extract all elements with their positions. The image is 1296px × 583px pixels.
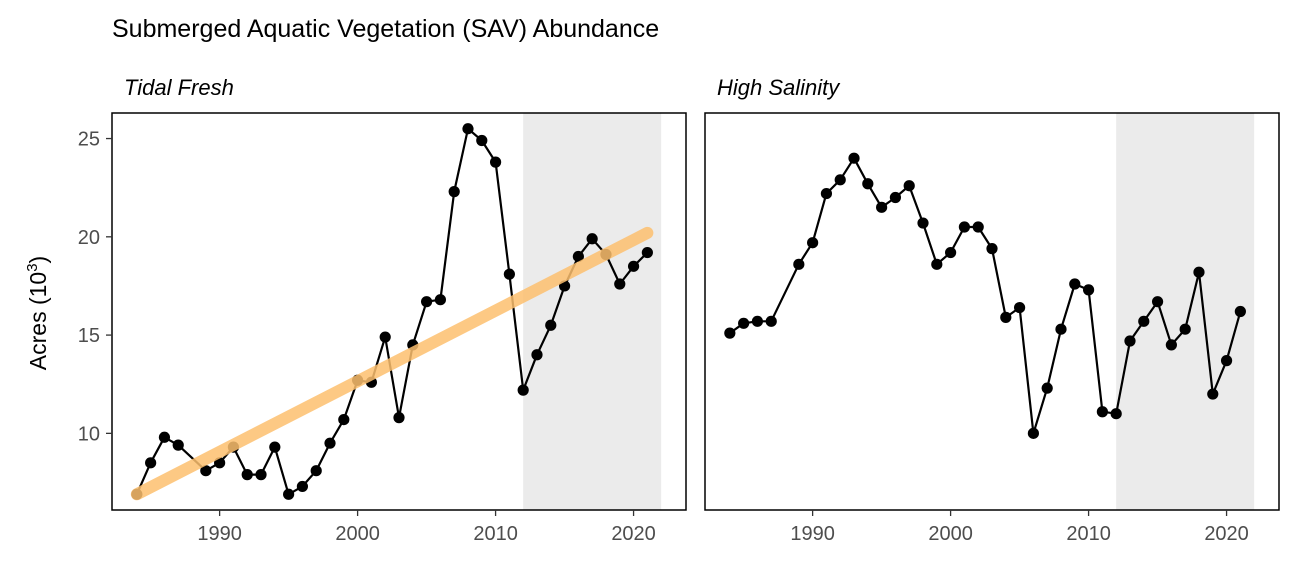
y-tick-label: 15	[78, 325, 100, 347]
data-point	[724, 327, 736, 339]
data-point	[1110, 408, 1122, 420]
data-point	[889, 191, 902, 204]
data-point	[1220, 355, 1233, 367]
data-point	[572, 250, 584, 263]
data-point	[283, 488, 295, 500]
y-tick-label: 25	[78, 129, 100, 151]
data-point	[476, 134, 488, 147]
data-point	[986, 243, 998, 255]
x-tick-label: 2020	[1204, 523, 1249, 545]
data-point	[917, 217, 929, 229]
data-point	[503, 268, 515, 280]
data-point	[531, 349, 543, 361]
data-point	[1193, 266, 1205, 278]
data-point	[945, 246, 957, 259]
data-point	[614, 278, 626, 290]
data-point	[1055, 323, 1067, 335]
panel-border	[704, 112, 1280, 511]
data-point	[820, 187, 833, 200]
data-point	[751, 315, 764, 327]
trend-line	[130, 226, 654, 501]
x-tick-label: 2000	[928, 523, 973, 545]
x-tick-label: 2010	[1066, 523, 1111, 545]
data-point	[420, 296, 433, 308]
data-point	[586, 233, 598, 245]
data-point	[489, 156, 502, 168]
data-point	[1124, 335, 1136, 347]
data-point	[1000, 311, 1012, 323]
shaded-period	[523, 113, 662, 510]
data-point	[876, 201, 888, 213]
panel-tidal-fresh: 1990 2000 2010 2020 10 15 20 25	[78, 112, 687, 545]
data-point	[310, 465, 322, 477]
panel-title-tidal-fresh: Tidal Fresh	[124, 75, 234, 100]
data-point	[1027, 427, 1039, 439]
data-point	[241, 469, 253, 481]
data-point	[379, 331, 391, 343]
data-point	[172, 439, 184, 451]
data-point	[200, 465, 212, 477]
data-point	[158, 431, 171, 443]
data-point	[641, 246, 653, 259]
data-point	[462, 123, 474, 135]
data-point	[1165, 339, 1177, 351]
data-point	[545, 319, 557, 331]
x-tick-label: 2020	[611, 523, 656, 545]
y-axis-label: Acres (103)	[24, 256, 51, 370]
x-tick-label: 1990	[790, 523, 835, 545]
data-point	[1179, 323, 1191, 335]
y-tick-label: 20	[78, 227, 100, 249]
x-tick-label: 2010	[473, 523, 518, 545]
data-point	[807, 237, 819, 249]
panel-border	[111, 112, 687, 511]
data-point	[627, 260, 640, 272]
data-point	[1069, 278, 1081, 290]
data-point	[1207, 388, 1219, 400]
data-point	[296, 480, 309, 493]
data-point	[517, 384, 529, 396]
data-point	[903, 180, 915, 192]
shaded-period	[1116, 113, 1255, 510]
data-point	[834, 174, 846, 186]
data-point	[145, 457, 157, 469]
x-tick-label: 1990	[197, 523, 242, 545]
data-point	[255, 469, 267, 481]
data-point	[434, 294, 446, 306]
panel-high-salinity: 1990 2000 2010 2020	[704, 112, 1280, 545]
data-point	[793, 258, 805, 270]
data-point	[338, 413, 350, 426]
data-point	[1013, 301, 1026, 314]
data-point	[931, 258, 943, 270]
data-point	[1082, 284, 1095, 296]
x-tick-label: 2000	[335, 523, 380, 545]
data-point	[448, 186, 460, 198]
data-point	[1151, 296, 1164, 308]
panel-title-high-salinity: High Salinity	[717, 75, 841, 100]
data-point	[269, 441, 281, 453]
data-point	[393, 412, 405, 424]
data-point	[738, 317, 750, 329]
data-point	[958, 221, 971, 233]
data-point	[1234, 305, 1246, 318]
data-point	[972, 221, 984, 233]
data-point	[765, 315, 777, 327]
chart-title: Submerged Aquatic Vegetation (SAV) Abund…	[112, 15, 659, 43]
data-point	[1096, 406, 1108, 418]
y-tick-label: 10	[78, 423, 100, 445]
data-point	[848, 152, 860, 164]
data-point	[862, 178, 874, 190]
data-point	[1138, 315, 1150, 327]
data-point	[324, 437, 336, 449]
data-point	[1041, 382, 1053, 394]
